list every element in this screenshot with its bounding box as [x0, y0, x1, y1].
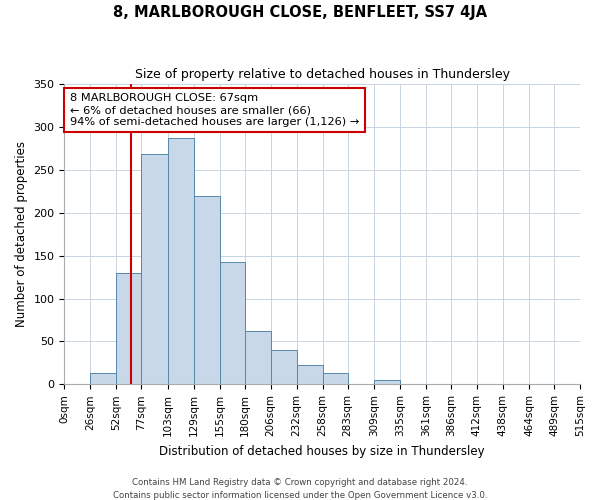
Bar: [194, 196, 220, 384]
Bar: [116, 273, 142, 384]
Bar: [245, 331, 271, 384]
Bar: [323, 373, 348, 384]
Text: 8 MARLBOROUGH CLOSE: 67sqm
← 6% of detached houses are smaller (66)
94% of semi-: 8 MARLBOROUGH CLOSE: 67sqm ← 6% of detac…: [70, 94, 359, 126]
Bar: [142, 154, 167, 384]
Title: Size of property relative to detached houses in Thundersley: Size of property relative to detached ho…: [135, 68, 510, 80]
Text: Contains HM Land Registry data © Crown copyright and database right 2024.
Contai: Contains HM Land Registry data © Crown c…: [113, 478, 487, 500]
Text: 8, MARLBOROUGH CLOSE, BENFLEET, SS7 4JA: 8, MARLBOROUGH CLOSE, BENFLEET, SS7 4JA: [113, 5, 487, 20]
Bar: [296, 366, 323, 384]
Bar: [167, 138, 194, 384]
Y-axis label: Number of detached properties: Number of detached properties: [15, 142, 28, 328]
Bar: [374, 380, 400, 384]
X-axis label: Distribution of detached houses by size in Thundersley: Distribution of detached houses by size …: [160, 444, 485, 458]
Bar: [271, 350, 296, 384]
Bar: [91, 373, 116, 384]
Bar: [220, 262, 245, 384]
